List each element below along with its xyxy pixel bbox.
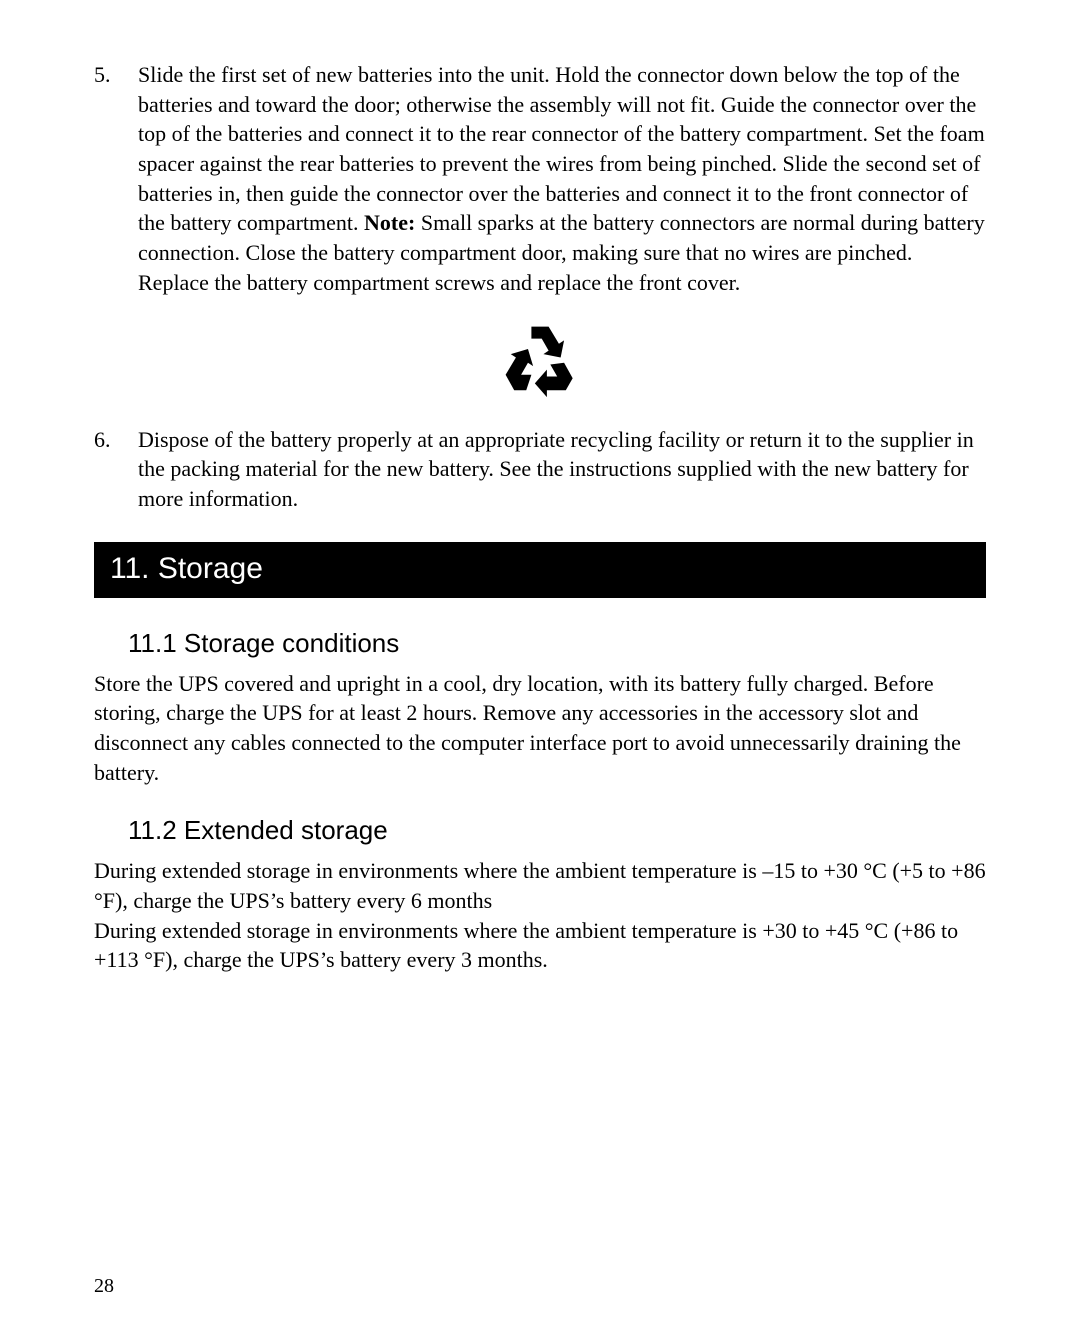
list-number: 6. bbox=[94, 425, 138, 514]
list-item-5: 5. Slide the first set of new batteries … bbox=[94, 60, 986, 298]
recycle-icon-wrap bbox=[94, 318, 986, 409]
list-text: Slide the first set of new batteries int… bbox=[138, 60, 986, 298]
page: 5. Slide the first set of new batteries … bbox=[0, 0, 1080, 1334]
list-number: 5. bbox=[94, 60, 138, 298]
subheading-11-2: 11.2 Extended storage bbox=[128, 815, 986, 846]
page-number: 28 bbox=[94, 1275, 114, 1298]
body-11-2-line1: During extended storage in environments … bbox=[94, 858, 986, 913]
subheading-11-1: 11.1 Storage conditions bbox=[128, 628, 986, 659]
section-heading: 11. Storage bbox=[94, 542, 986, 598]
body-11-2-line2: During extended storage in environments … bbox=[94, 918, 958, 973]
body-11-1: Store the UPS covered and upright in a c… bbox=[94, 669, 986, 788]
body-11-2: During extended storage in environments … bbox=[94, 856, 986, 975]
recycle-icon bbox=[497, 318, 583, 404]
list-text-before: Dispose of the battery properly at an ap… bbox=[138, 427, 974, 511]
list-text: Dispose of the battery properly at an ap… bbox=[138, 425, 986, 514]
list-text-bold: Note: bbox=[364, 210, 415, 235]
list-item-6: 6. Dispose of the battery properly at an… bbox=[94, 425, 986, 514]
